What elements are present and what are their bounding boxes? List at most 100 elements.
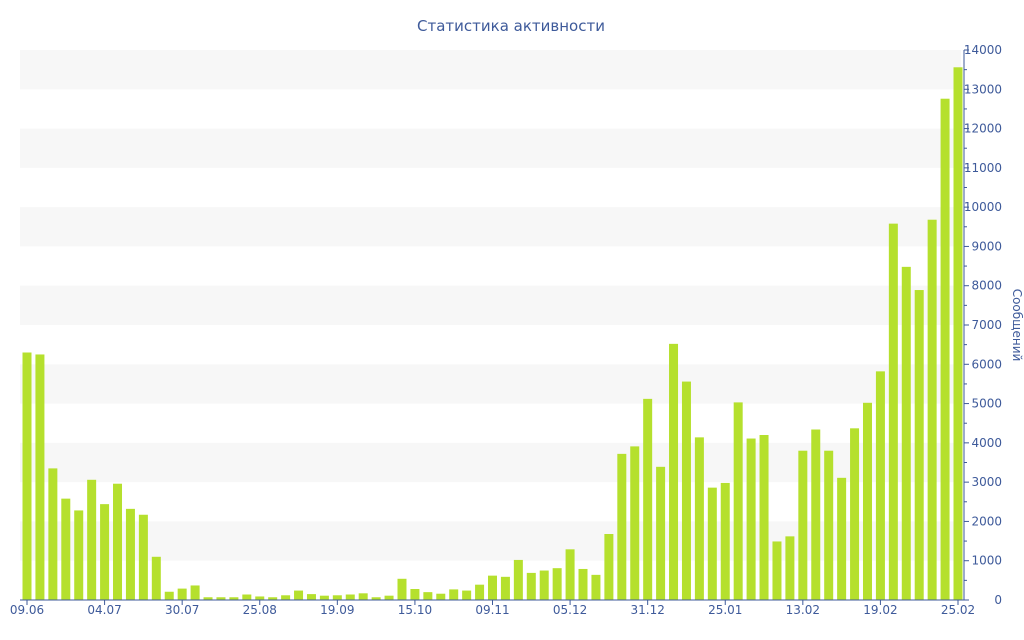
x-tick-label: 15.10	[398, 603, 432, 617]
bar	[707, 487, 717, 600]
bar	[358, 593, 368, 600]
bar	[125, 508, 135, 600]
bar	[746, 438, 756, 600]
y-axis-title: Сообщений	[1010, 289, 1024, 362]
bar	[500, 576, 510, 600]
chart-title: Статистика активности	[417, 17, 605, 35]
bar	[164, 591, 174, 600]
grid-bands	[20, 50, 961, 561]
bar	[306, 594, 316, 600]
bar	[604, 534, 614, 600]
bar	[281, 595, 291, 600]
bar	[578, 568, 588, 600]
y-tick-label: 5000	[971, 397, 1002, 411]
bar	[914, 290, 924, 600]
bar	[565, 549, 575, 600]
bar	[449, 589, 459, 600]
bar	[953, 67, 963, 601]
x-tick-label: 25.01	[708, 603, 742, 617]
bar	[397, 578, 407, 600]
x-tick-label: 25.08	[243, 603, 277, 617]
bar	[151, 556, 161, 600]
bar	[203, 597, 213, 600]
bar	[345, 594, 355, 600]
x-tick-label: 30.07	[165, 603, 199, 617]
bar	[242, 594, 252, 600]
bar	[811, 429, 821, 600]
bar	[462, 590, 472, 600]
y-tick-label: 8000	[971, 279, 1002, 293]
y-tick-label: 1000	[971, 554, 1002, 568]
bar	[268, 597, 278, 600]
bar	[190, 585, 200, 600]
bar	[785, 536, 795, 600]
grid-band	[20, 128, 961, 168]
x-tick-label: 31.12	[630, 603, 664, 617]
bar	[294, 590, 304, 600]
bar	[100, 504, 110, 600]
y-tick-label: 11000	[964, 161, 1002, 175]
x-tick-label: 19.09	[320, 603, 354, 617]
bar	[927, 219, 937, 600]
bar	[113, 483, 123, 600]
x-tick-label: 13.02	[786, 603, 820, 617]
bar	[552, 568, 562, 600]
grid-band	[20, 364, 961, 404]
bar	[526, 572, 536, 600]
bar	[22, 352, 32, 600]
x-axis-ticks: 09.06 04.07 30.07 25.08 19.09 15.10 09.11 05.12…	[10, 600, 975, 617]
y-tick-label: 12000	[964, 122, 1002, 136]
y-tick-label: 10000	[964, 200, 1002, 214]
bar	[643, 398, 653, 600]
bar	[35, 354, 45, 600]
bar	[772, 541, 782, 600]
bar	[332, 595, 342, 600]
bar	[61, 498, 71, 600]
bar	[229, 597, 239, 600]
y-tick-label: 4000	[971, 436, 1002, 450]
bar	[669, 343, 679, 600]
x-tick-label: 09.11	[475, 603, 509, 617]
y-tick-label: 0	[994, 593, 1002, 607]
bar	[901, 266, 911, 600]
bar	[694, 437, 704, 600]
bar	[423, 592, 433, 600]
bar	[850, 428, 860, 600]
y-axis-ticks: 0 1000 2000 3000 4000 5000 6000 7000 8000 9000 100…	[964, 43, 1002, 607]
bar	[475, 584, 485, 600]
bar	[681, 381, 691, 600]
bar	[216, 597, 226, 600]
bar	[837, 477, 847, 600]
bars	[22, 67, 963, 601]
bar	[87, 479, 97, 600]
x-tick-label: 04.07	[87, 603, 121, 617]
grid-band	[20, 50, 961, 90]
y-tick-label: 9000	[971, 239, 1002, 253]
bar	[875, 371, 885, 600]
bar	[319, 595, 329, 600]
x-tick-label: 05.12	[553, 603, 587, 617]
bar	[630, 446, 640, 600]
y-tick-label: 2000	[971, 514, 1002, 528]
bar	[177, 588, 187, 600]
y-tick-label: 13000	[964, 82, 1002, 96]
y-tick-label: 6000	[971, 357, 1002, 371]
bar	[74, 510, 84, 600]
bar	[824, 450, 834, 600]
grid-band	[20, 285, 961, 325]
y-tick-label: 7000	[971, 318, 1002, 332]
bar	[138, 514, 148, 600]
y-tick-label: 14000	[964, 43, 1002, 57]
bar	[513, 559, 523, 600]
bar	[436, 593, 446, 600]
y-tick-label: 3000	[971, 475, 1002, 489]
bar	[656, 466, 666, 600]
bar	[798, 450, 808, 600]
bar	[488, 575, 497, 600]
bar	[384, 595, 394, 600]
x-tick-label: 19.02	[863, 603, 897, 617]
bar	[255, 596, 265, 600]
bar	[888, 223, 898, 600]
